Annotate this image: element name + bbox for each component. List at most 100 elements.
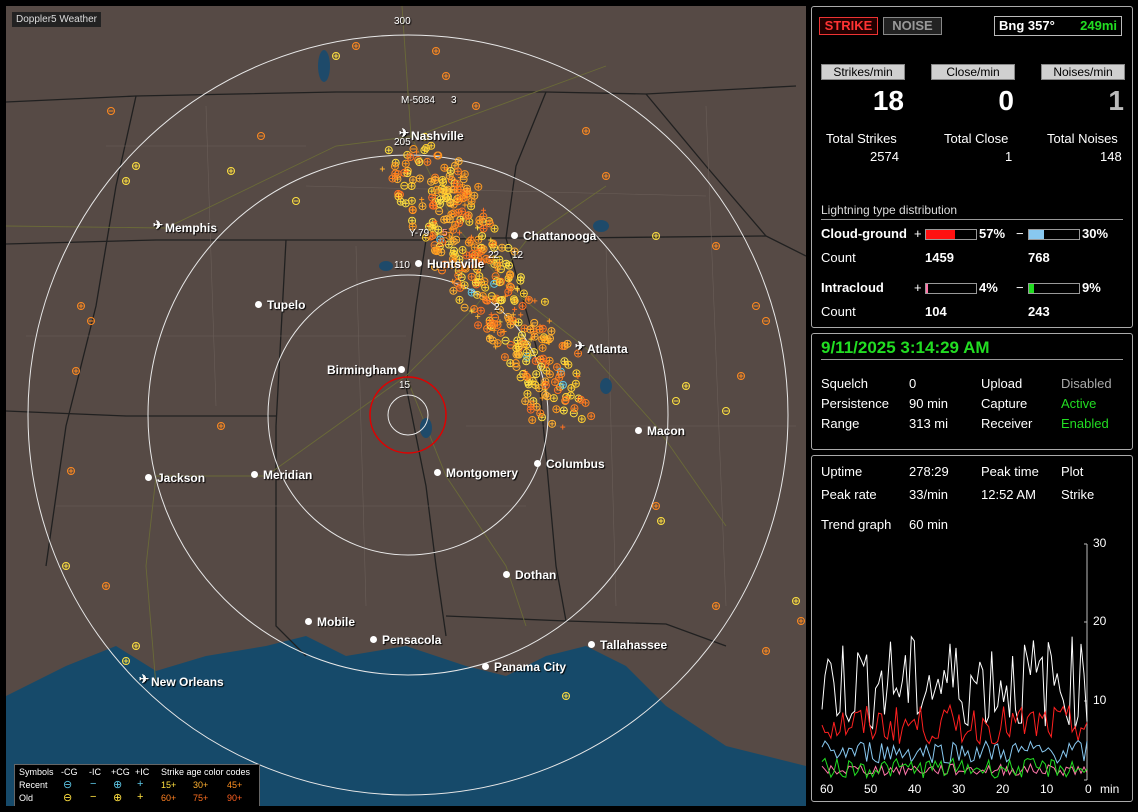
strike-marker [540, 297, 549, 306]
strike-marker [436, 200, 445, 209]
strike-marker [582, 127, 590, 135]
city-dot [398, 366, 405, 373]
x-tick: 20 [996, 782, 1010, 796]
strike-marker [602, 172, 610, 180]
strike-marker [501, 336, 510, 345]
strike-marker [447, 210, 456, 219]
receiver-value: Enabled [1061, 416, 1109, 431]
close-per-min-label: Close/min [931, 64, 1015, 80]
trend-series-line [821, 739, 1088, 764]
strike-marker [391, 169, 400, 178]
ic-positive-count: 104 [925, 304, 947, 319]
strike-marker [537, 362, 546, 371]
count-label: Count [821, 304, 856, 319]
strike-marker [512, 344, 521, 353]
strike-mode-button[interactable]: STRIKE [819, 17, 878, 35]
strike-marker [455, 193, 464, 202]
strikes-per-min-value: 18 [872, 85, 904, 116]
legend-old: Old [19, 793, 34, 803]
strike-marker [530, 318, 539, 327]
strike-marker [488, 237, 494, 243]
close-per-min-value: 0 [998, 85, 1014, 116]
strike-marker [497, 260, 503, 266]
legend-recent-pos-cg-icon: ⊕ [113, 779, 123, 791]
strike-marker [478, 292, 487, 301]
strike-marker [570, 404, 579, 413]
strike-marker [438, 175, 447, 184]
symbol-legend: Symbols -CG -IC +CG +IC Strike age color… [14, 764, 260, 806]
ic-positive-bar [925, 283, 977, 294]
legend-age: 90+ [227, 793, 243, 803]
strike-marker [459, 175, 468, 184]
x-unit: min [1100, 782, 1120, 796]
strike-marker [420, 132, 429, 141]
strike-marker [407, 196, 416, 205]
strike-marker [227, 167, 235, 175]
legend-age: 45+ [227, 780, 243, 790]
x-tick: 30 [952, 782, 966, 796]
strike-marker [529, 348, 538, 357]
legend-age: 15+ [161, 780, 177, 790]
strike-marker [500, 353, 509, 362]
strike-marker [445, 215, 454, 224]
strike-marker [467, 272, 476, 281]
plot-value[interactable]: Strike [1061, 487, 1095, 502]
city-label-nashville: Nashville [411, 129, 464, 143]
trend-series-line [821, 757, 1088, 780]
strike-marker [545, 356, 554, 365]
strike-marker [538, 335, 547, 344]
strike-marker [467, 288, 476, 297]
legend-col: +IC [135, 767, 150, 777]
strike-marker [587, 412, 596, 421]
strike-marker [509, 295, 518, 304]
strike-marker [463, 184, 472, 193]
airport-icon: ✈ [399, 126, 410, 140]
strike-marker [448, 188, 454, 194]
strike-marker [434, 225, 443, 234]
city-dot [635, 427, 642, 434]
cg-positive-count: 1459 [925, 250, 954, 265]
station-tag: 12 [512, 250, 524, 261]
strike-marker [487, 292, 496, 301]
close-range-ring [369, 376, 447, 454]
strike-marker [519, 289, 528, 298]
strike-marker [577, 415, 586, 424]
cg-positive-pct: 57% [979, 226, 1006, 241]
strike-marker [539, 354, 548, 363]
strike-marker [538, 324, 547, 333]
strike-marker [737, 372, 745, 380]
strike-marker [352, 42, 360, 50]
ring-label-300: 300 [394, 16, 411, 27]
strike-marker [427, 177, 436, 186]
strike-marker [547, 327, 556, 336]
lightning-map[interactable]: 300 205 110 15 M-5084 3 Y-79 5 22 12 2 ✈… [6, 6, 806, 806]
strike-marker [526, 325, 535, 334]
lakes [318, 50, 612, 438]
legend-recent-neg-cg-icon: ⊖ [63, 779, 73, 791]
receiver-label: Receiver [981, 416, 1033, 431]
strike-marker [257, 132, 265, 140]
strike-marker [427, 141, 436, 150]
strike-marker [479, 224, 488, 233]
strike-marker [495, 278, 504, 287]
strike-marker [469, 308, 475, 314]
strike-marker [493, 339, 502, 348]
strike-marker [537, 413, 546, 422]
strike-marker [107, 107, 115, 115]
city-label-new-orleans: New Orleans [151, 675, 224, 689]
strike-marker [517, 331, 526, 340]
strike-marker [431, 176, 440, 185]
noise-mode-button[interactable]: NOISE [883, 17, 942, 35]
strike-marker [522, 348, 531, 357]
gulf-water [6, 636, 806, 806]
y-tick-30: 30 [1093, 536, 1107, 550]
strike-marker [712, 602, 720, 610]
persistence-label: Persistence [821, 396, 889, 411]
strike-marker [432, 247, 441, 256]
strike-marker [77, 302, 85, 310]
airport-icon: ✈ [575, 339, 586, 353]
plot-label: Plot [1061, 464, 1084, 479]
strike-marker [474, 182, 483, 191]
legend-col: -IC [89, 767, 101, 777]
strike-marker [562, 692, 570, 700]
